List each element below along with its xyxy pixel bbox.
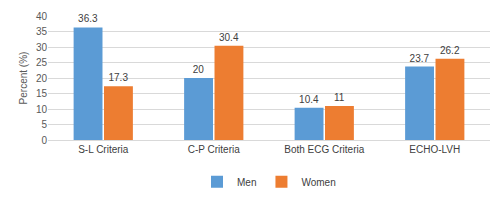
svg-text:36.3: 36.3 bbox=[78, 13, 98, 24]
svg-text:26.2: 26.2 bbox=[440, 45, 460, 56]
svg-text:10: 10 bbox=[36, 104, 48, 115]
svg-text:0: 0 bbox=[41, 135, 47, 146]
svg-text:11: 11 bbox=[334, 92, 345, 103]
svg-text:30: 30 bbox=[36, 42, 48, 53]
svg-text:ECHO-LVH: ECHO-LVH bbox=[409, 144, 460, 155]
svg-text:30.4: 30.4 bbox=[219, 32, 239, 43]
svg-text:25: 25 bbox=[36, 57, 48, 68]
svg-text:23.7: 23.7 bbox=[410, 53, 430, 64]
svg-text:Both ECG Criteria: Both ECG Criteria bbox=[284, 144, 364, 155]
svg-text:5: 5 bbox=[41, 119, 47, 130]
svg-text:15: 15 bbox=[36, 88, 48, 99]
svg-text:35: 35 bbox=[36, 26, 48, 37]
svg-text:S-L Criteria: S-L Criteria bbox=[78, 144, 129, 155]
svg-text:17.3: 17.3 bbox=[108, 72, 128, 83]
svg-text:Percent (%): Percent (%) bbox=[18, 52, 29, 105]
svg-text:20: 20 bbox=[193, 64, 205, 75]
svg-text:20: 20 bbox=[36, 73, 48, 84]
svg-text:Men: Men bbox=[237, 177, 256, 188]
svg-text:10.4: 10.4 bbox=[299, 94, 319, 105]
svg-text:C-P Criteria: C-P Criteria bbox=[188, 144, 240, 155]
svg-text:Women: Women bbox=[301, 177, 335, 188]
svg-text:40: 40 bbox=[36, 11, 48, 22]
